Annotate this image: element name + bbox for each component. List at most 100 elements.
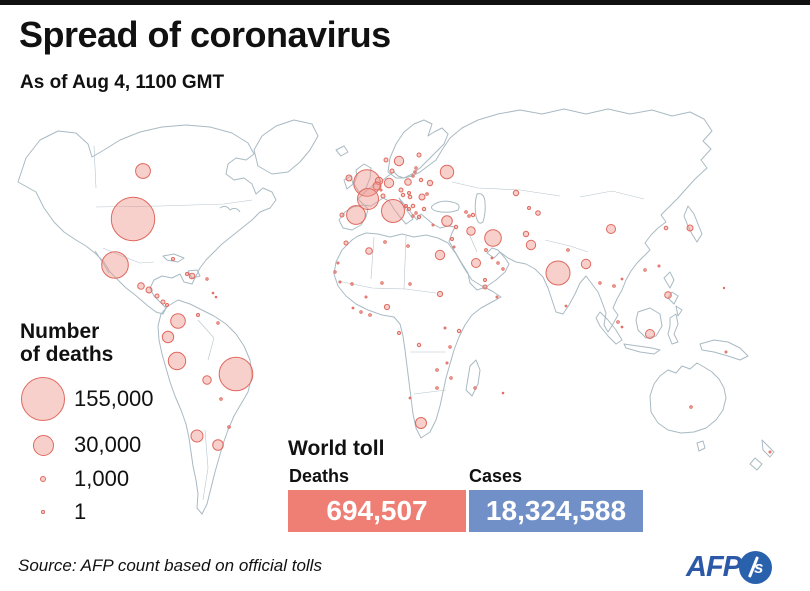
death-bubble-qatar bbox=[490, 256, 494, 260]
death-bubble-malaysia bbox=[616, 320, 620, 324]
death-bubble-ivory-coast bbox=[359, 310, 363, 314]
death-bubble-nepal bbox=[566, 248, 570, 252]
death-bubble-argentina bbox=[212, 439, 224, 451]
death-bubble-ghana bbox=[368, 313, 372, 317]
death-bubble-lesser-antilles-2 bbox=[214, 295, 218, 299]
death-bubble-nigeria bbox=[383, 303, 391, 311]
death-bubble-yemen bbox=[483, 278, 487, 282]
legend-item-1000: 1,000 bbox=[20, 466, 129, 491]
death-bubble-haiti bbox=[185, 272, 189, 276]
death-bubble-france bbox=[357, 188, 379, 210]
death-bubble-latvia bbox=[413, 170, 417, 174]
death-bubble-thailand bbox=[612, 284, 616, 288]
page-subtitle: As of Aug 4, 1100 GMT bbox=[20, 72, 225, 93]
legend-circle-1 bbox=[41, 510, 45, 514]
afp-logo-s: s bbox=[754, 557, 764, 577]
death-bubble-bulgaria bbox=[421, 206, 427, 212]
death-bubble-israel bbox=[450, 237, 454, 241]
death-bubble-ukraine bbox=[426, 179, 434, 187]
world-toll-panel: World toll Deaths Cases 694,507 18,324,5… bbox=[288, 437, 644, 532]
death-bubble-new-zealand bbox=[768, 450, 772, 454]
death-bubble-mauritius bbox=[501, 391, 505, 395]
death-bubble-hong-kong bbox=[643, 268, 647, 272]
death-bubble-mozambique bbox=[449, 376, 453, 380]
death-bubble-luxembourg bbox=[379, 188, 383, 192]
death-bubble-mexico bbox=[101, 251, 129, 279]
death-bubble-cuba bbox=[171, 257, 175, 261]
death-bubble-denmark bbox=[389, 168, 395, 174]
death-bubble-mauritania bbox=[336, 261, 340, 265]
legend-label-30000: 30,000 bbox=[74, 432, 142, 457]
death-bubble-guinea bbox=[338, 280, 342, 284]
death-bubble-niger bbox=[380, 281, 384, 285]
death-bubble-namibia bbox=[408, 396, 412, 400]
death-bubble-kazakhstan bbox=[512, 189, 520, 197]
death-bubble-libya bbox=[406, 244, 410, 248]
death-bubble-oman bbox=[501, 267, 505, 271]
death-bubble-algeria bbox=[365, 247, 373, 255]
death-bubble-ethiopia bbox=[482, 284, 488, 290]
death-bubble-finland bbox=[416, 152, 422, 158]
death-bubble-saudi-arabia bbox=[471, 258, 481, 268]
death-bubble-turkey bbox=[441, 215, 453, 227]
death-bubble-romania bbox=[418, 193, 426, 201]
world-toll-boxes: 694,507 18,324,588 bbox=[288, 490, 644, 532]
legend-item-155000: 155,000 bbox=[20, 377, 154, 421]
death-bubble-albania bbox=[411, 214, 415, 218]
death-bubble-south-korea bbox=[663, 225, 669, 231]
death-bubble-venezuela bbox=[196, 313, 200, 317]
death-bubble-croatia bbox=[404, 204, 408, 208]
death-bubble-slovakia bbox=[407, 191, 411, 195]
death-bubble-russia bbox=[439, 164, 455, 180]
death-bubble-cyprus bbox=[431, 223, 435, 227]
death-bubble-moldova bbox=[425, 192, 429, 196]
death-bubble-portugal bbox=[339, 212, 345, 218]
death-bubble-brazil bbox=[218, 356, 254, 392]
deaths-value-box: 694,507 bbox=[288, 490, 466, 532]
death-bubble-south-africa bbox=[415, 417, 427, 429]
legend-label-1000: 1,000 bbox=[74, 466, 130, 491]
legend-circle-30000 bbox=[32, 434, 54, 456]
death-bubble-guam bbox=[722, 286, 726, 290]
death-bubble-austria bbox=[400, 192, 406, 198]
death-bubble-norway bbox=[383, 157, 389, 163]
death-bubble-sri-lanka bbox=[564, 304, 568, 308]
death-bubble-lithuania bbox=[411, 174, 415, 178]
death-bubble-poland bbox=[404, 178, 412, 186]
death-bubble-spain bbox=[346, 205, 366, 225]
legend-label-155000: 155,000 bbox=[74, 386, 154, 411]
death-bubble-indonesia bbox=[645, 329, 655, 339]
death-bubble-italy bbox=[381, 199, 405, 223]
death-bubble-malawi bbox=[445, 361, 449, 365]
death-bubble-ecuador bbox=[161, 330, 175, 344]
death-bubble-puerto-rico bbox=[205, 277, 209, 281]
death-bubble-tanzania bbox=[448, 345, 452, 349]
death-bubble-azerbaijan bbox=[470, 212, 476, 218]
cases-value-box: 18,324,588 bbox=[469, 490, 643, 532]
death-bubble-zimbabwe bbox=[435, 386, 439, 390]
death-bubble-japan bbox=[686, 224, 694, 232]
cases-label: Cases bbox=[469, 466, 523, 486]
death-bubble-uae bbox=[496, 261, 500, 265]
death-bubble-peru bbox=[167, 351, 187, 371]
page-title: Spread of coronavirus bbox=[19, 14, 391, 55]
death-bubble-jordan bbox=[452, 245, 456, 249]
death-bubble-guatemala bbox=[137, 282, 145, 290]
death-bubble-usa bbox=[110, 196, 156, 242]
death-bubble-serbia bbox=[410, 203, 416, 209]
death-bubble-pakistan bbox=[525, 239, 537, 251]
death-bubble-iraq bbox=[466, 226, 476, 236]
death-bubble-el-salvador bbox=[145, 286, 153, 294]
death-bubble-iran bbox=[484, 229, 502, 247]
death-bubble-nicaragua bbox=[154, 293, 160, 299]
death-bubble-zambia bbox=[435, 368, 439, 372]
death-bubble-china bbox=[606, 224, 616, 234]
death-bubble-singapore bbox=[620, 325, 624, 329]
death-bubble-guyana bbox=[216, 321, 220, 325]
death-bubble-senegal bbox=[333, 270, 337, 274]
afp-globe-icon: s bbox=[739, 550, 772, 584]
death-bubble-cameroon bbox=[397, 331, 401, 335]
death-bubble-bangladesh bbox=[580, 258, 592, 270]
death-bubble-mali bbox=[350, 282, 354, 286]
